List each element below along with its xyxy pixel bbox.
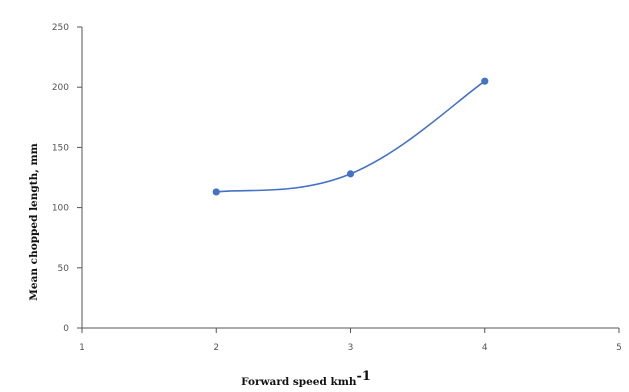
y-tick-label: 250: [52, 23, 69, 33]
x-tick-label: 3: [348, 343, 354, 353]
series-group: [212, 77, 489, 196]
y-tick-label: 200: [52, 83, 69, 93]
x-axis-title-superscript: -1: [356, 369, 370, 384]
x-tick-label: 4: [482, 343, 488, 353]
y-axis-title: Mean chopped length, mm: [28, 143, 40, 300]
x-tick-label: 2: [213, 343, 219, 353]
x-tick-label: 1: [79, 343, 85, 353]
y-tick-label: 150: [52, 143, 69, 153]
data-point: [346, 170, 355, 178]
x-axis-title: Forward speed kmh-1: [241, 369, 371, 388]
x-ticks: 1 2 3 4 5: [79, 328, 622, 353]
y-tick-label: 100: [52, 204, 69, 214]
data-point: [212, 188, 220, 196]
y-tick-label: 50: [58, 264, 70, 274]
x-axis: 1 2 3 4 5: [79, 327, 622, 353]
y-tick-label: 0: [63, 324, 69, 334]
x-tick-label: 5: [616, 343, 622, 353]
data-point: [481, 77, 489, 85]
y-axis: 0 50 100 150 200 250: [52, 23, 83, 334]
x-axis-title-main: Forward speed kmh: [241, 376, 357, 388]
y-ticks: 0 50 100 150 200 250: [52, 23, 82, 334]
